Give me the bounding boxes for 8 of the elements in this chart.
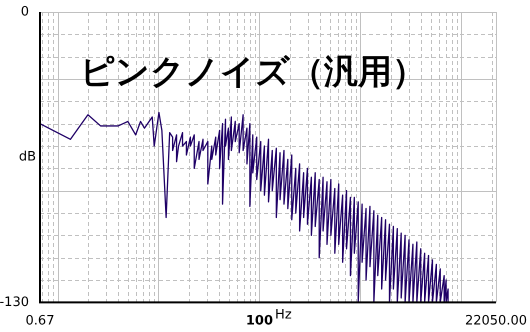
text: ピンクノイズ（汎用）: [80, 52, 426, 92]
y-tick-label: 0: [20, 4, 29, 20]
y-axis-title: dB: [18, 150, 36, 165]
x-tick-label: 22050.00: [464, 314, 527, 329]
y-tick-label: -130: [0, 294, 29, 310]
x-axis-title: Hz: [275, 307, 292, 322]
x-tick-label: 0.67: [26, 314, 54, 329]
x-tick-label: 100: [246, 314, 274, 329]
